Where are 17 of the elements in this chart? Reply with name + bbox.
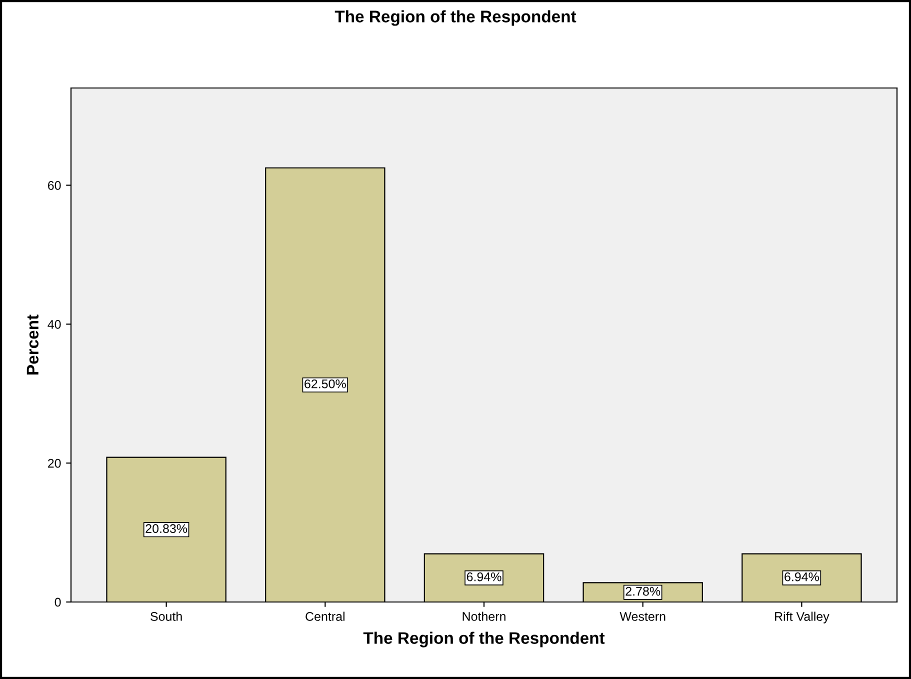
- x-axis-title: The Region of the Respondent: [363, 632, 605, 648]
- y-axis-title: Percent: [26, 314, 39, 374]
- y-tick-label: 0: [54, 598, 61, 607]
- x-tick-label: South: [150, 612, 182, 621]
- x-tick-label: Rift Valley: [775, 612, 830, 624]
- data-label: 6.94%: [466, 572, 502, 582]
- x-tick-label: Nothern: [462, 612, 506, 621]
- data-label: 20.83%: [146, 524, 188, 534]
- data-label: 6.94%: [784, 572, 819, 582]
- data-label: 62.50%: [304, 379, 346, 388]
- y-tick-label: 40: [48, 320, 61, 329]
- y-tick-label: 20: [48, 458, 61, 468]
- chart-title: The Region of the Respondent: [334, 10, 576, 26]
- y-tick-label: 60: [48, 181, 61, 190]
- x-tick-label: Central: [306, 612, 344, 621]
- x-tick-label: Western: [620, 612, 666, 621]
- data-label: 2.78%: [626, 586, 660, 596]
